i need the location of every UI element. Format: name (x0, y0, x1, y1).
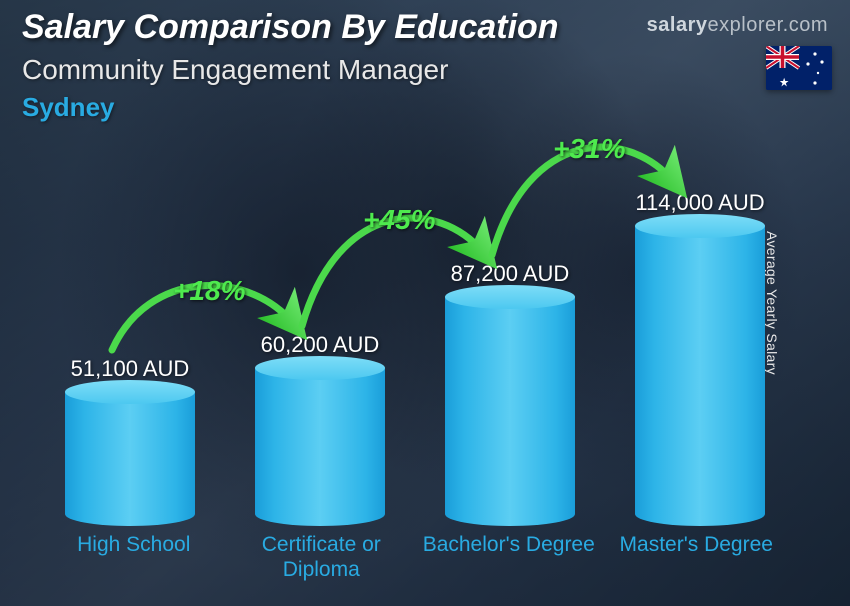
bar (255, 368, 385, 526)
bar-label: Master's Degree (603, 528, 791, 586)
bar-value: 114,000 AUD (635, 190, 764, 216)
chart-location: Sydney (22, 92, 115, 123)
bar-group: 51,100 AUD (40, 356, 220, 526)
chart-area: 51,100 AUD 60,200 AUD 87,200 AUD 114,000 AU… (40, 140, 790, 586)
chart-subtitle: Community Engagement Manager (22, 54, 448, 86)
flag-icon (766, 46, 832, 90)
chart-container: Salary Comparison By Education Community… (0, 0, 850, 606)
bar (445, 297, 575, 526)
watermark-bold: salary (647, 14, 708, 36)
bar-top (65, 380, 195, 404)
bar-value: 51,100 AUD (71, 356, 190, 382)
watermark-thin: explorer.com (708, 14, 829, 36)
bar-group: 87,200 AUD (420, 261, 600, 526)
bar-value: 87,200 AUD (451, 261, 570, 287)
bar-top (255, 356, 385, 380)
bar-front (255, 368, 385, 526)
bar-label: Certificate or Diploma (228, 528, 416, 586)
bar-top (445, 285, 575, 309)
bar (65, 392, 195, 526)
bar-label: High School (40, 528, 228, 586)
chart-title: Salary Comparison By Education (22, 8, 559, 47)
bar-value: 60,200 AUD (261, 332, 380, 358)
bars-row: 51,100 AUD 60,200 AUD 87,200 AUD 114,000 AU… (40, 140, 790, 526)
bar-group: 114,000 AUD (610, 190, 790, 526)
bar-front (65, 392, 195, 526)
bar-label: Bachelor's Degree (415, 528, 603, 586)
labels-row: High SchoolCertificate or DiplomaBachelo… (40, 528, 790, 586)
bar-front (635, 226, 765, 526)
bar-group: 60,200 AUD (230, 332, 410, 526)
bar (635, 226, 765, 526)
watermark: salaryexplorer.com (647, 14, 828, 37)
bar-top (635, 214, 765, 238)
bar-front (445, 297, 575, 526)
